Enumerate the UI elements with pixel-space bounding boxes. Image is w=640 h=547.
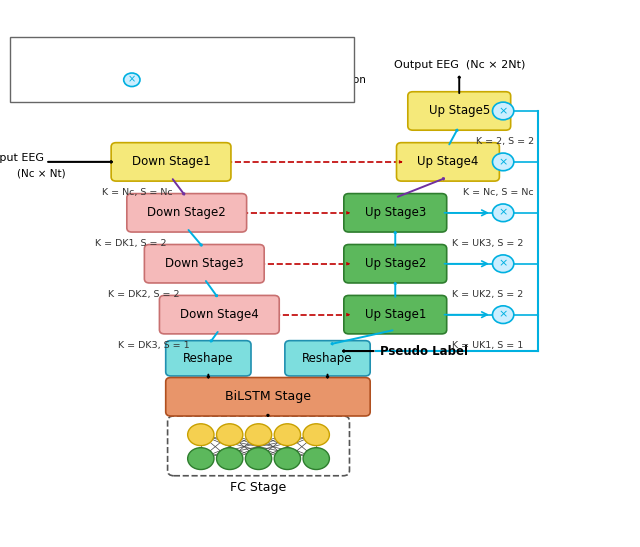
FancyBboxPatch shape — [166, 341, 251, 376]
Text: ×: × — [499, 310, 508, 319]
FancyBboxPatch shape — [166, 377, 370, 416]
Text: BiLSTM Stage: BiLSTM Stage — [225, 390, 311, 403]
Text: Down Stage2: Down Stage2 — [147, 206, 226, 219]
Text: Input EEG: Input EEG — [0, 153, 44, 162]
Circle shape — [124, 73, 140, 86]
FancyBboxPatch shape — [344, 295, 447, 334]
Circle shape — [493, 306, 514, 323]
FancyBboxPatch shape — [127, 194, 246, 232]
FancyBboxPatch shape — [408, 92, 511, 130]
Circle shape — [303, 424, 330, 446]
Text: ×: × — [128, 75, 136, 85]
Text: Up Stage3: Up Stage3 — [365, 206, 426, 219]
Circle shape — [493, 204, 514, 222]
Text: K = 2, S = 2: K = 2, S = 2 — [476, 137, 534, 146]
Text: Down Stage4: Down Stage4 — [180, 308, 259, 321]
Text: ×: × — [499, 259, 508, 269]
Text: K = Nc, S = Nc: K = Nc, S = Nc — [102, 188, 172, 197]
Text: Up Stage1: Up Stage1 — [365, 308, 426, 321]
Text: DataFlow: DataFlow — [53, 75, 101, 85]
Circle shape — [493, 102, 514, 120]
Text: FC Stage: FC Stage — [230, 481, 287, 494]
Text: Temporal 1D Deconvolution: Temporal 1D Deconvolution — [36, 59, 180, 69]
Circle shape — [274, 424, 301, 446]
Text: K = DK2, S = 2: K = DK2, S = 2 — [108, 290, 179, 299]
Text: Pseudo Label: Pseudo Label — [380, 345, 468, 358]
Text: K = UK2, S = 2: K = UK2, S = 2 — [452, 290, 523, 299]
Text: K = Nc, S = Nc: K = Nc, S = Nc — [463, 188, 534, 197]
Circle shape — [188, 424, 214, 446]
FancyBboxPatch shape — [397, 143, 499, 181]
Text: Down Stage3: Down Stage3 — [165, 257, 244, 270]
Text: Up Stage5: Up Stage5 — [429, 104, 490, 118]
Text: Skip Connection: Skip Connection — [281, 75, 366, 85]
Circle shape — [245, 424, 272, 446]
Text: Reshape: Reshape — [183, 352, 234, 365]
Text: Spatial 1D Convolution: Spatial 1D Convolution — [36, 45, 156, 55]
Circle shape — [303, 447, 330, 469]
Text: ×: × — [499, 106, 508, 116]
FancyBboxPatch shape — [159, 295, 279, 334]
Circle shape — [493, 255, 514, 272]
Text: K = DK3, S = 1: K = DK3, S = 1 — [118, 341, 189, 350]
Text: Temporal 1D Convolution: Temporal 1D Convolution — [212, 45, 344, 55]
FancyBboxPatch shape — [344, 245, 447, 283]
Circle shape — [216, 447, 243, 469]
Circle shape — [188, 447, 214, 469]
Text: Down Stage1: Down Stage1 — [132, 155, 211, 168]
FancyBboxPatch shape — [10, 37, 355, 102]
FancyBboxPatch shape — [111, 143, 231, 181]
Circle shape — [245, 447, 272, 469]
Circle shape — [493, 153, 514, 171]
FancyBboxPatch shape — [344, 194, 447, 232]
Text: Output EEG  (Nc × 2Nt): Output EEG (Nc × 2Nt) — [394, 60, 525, 69]
Text: K = UK1, S = 1: K = UK1, S = 1 — [452, 341, 523, 350]
Text: K = UK3, S = 2: K = UK3, S = 2 — [452, 239, 523, 248]
Circle shape — [274, 447, 301, 469]
Text: Up Stage2: Up Stage2 — [365, 257, 426, 270]
Text: K = DK1, S = 2: K = DK1, S = 2 — [95, 239, 167, 248]
FancyBboxPatch shape — [285, 341, 370, 376]
Text: Label Embedding: Label Embedding — [159, 75, 250, 85]
Circle shape — [216, 424, 243, 446]
Text: (Nc × Nt): (Nc × Nt) — [17, 168, 65, 178]
Text: Reshape: Reshape — [302, 352, 353, 365]
Text: Spatial 1D Deconvolution: Spatial 1D Deconvolution — [212, 59, 345, 69]
FancyBboxPatch shape — [145, 245, 264, 283]
Text: ×: × — [499, 208, 508, 218]
Text: Up Stage4: Up Stage4 — [417, 155, 479, 168]
Text: ×: × — [499, 157, 508, 167]
